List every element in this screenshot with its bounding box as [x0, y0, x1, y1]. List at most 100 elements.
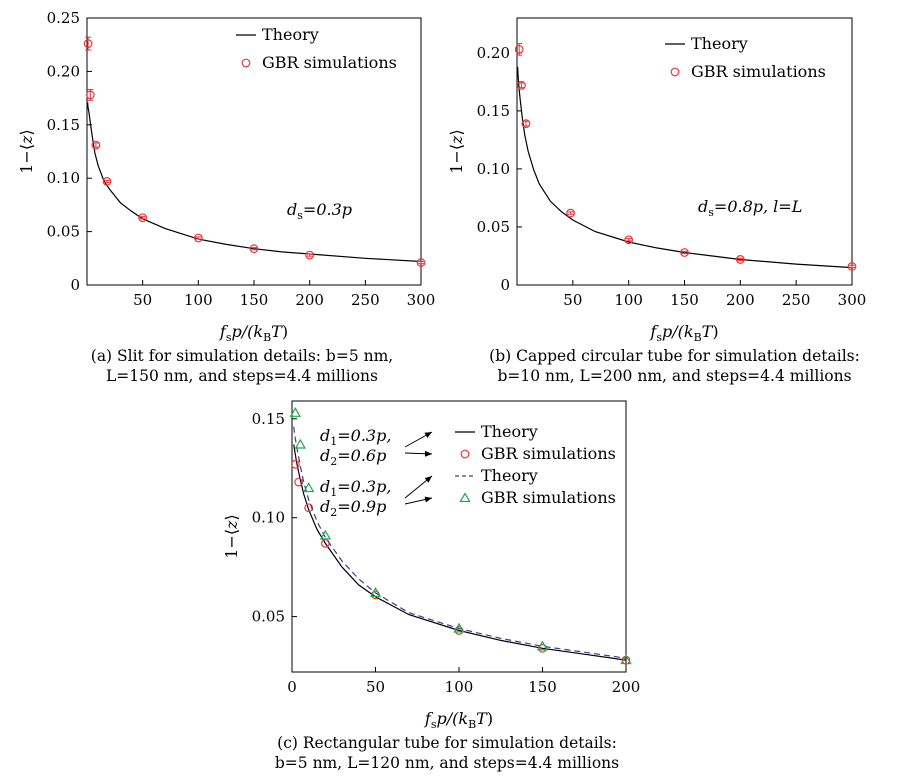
data-point — [102, 177, 112, 186]
data-point — [680, 248, 689, 257]
x-tick-label: 50 — [133, 291, 152, 309]
caption-line: (a) Slit for simulation details: b=5 nm, — [91, 347, 393, 365]
data-point — [305, 250, 315, 260]
data-point — [289, 407, 301, 417]
series-line — [517, 66, 853, 269]
annotation: ds=0.8p, l=L — [698, 197, 802, 219]
x-tick-label: 250 — [782, 291, 811, 309]
data-point — [416, 258, 426, 267]
data-point — [847, 262, 857, 271]
series-3 — [289, 407, 632, 665]
x-axis-label: fsp/(kBT) — [219, 322, 288, 344]
series-2 — [293, 426, 627, 659]
x-axis-label: fsp/(kBT) — [424, 709, 493, 731]
legend-label: Theory — [691, 34, 748, 53]
caption-line: b=10 nm, L=200 nm, and steps=4.4 million… — [497, 367, 851, 385]
data-point — [453, 622, 465, 633]
annotation-line: d2=0.9p — [320, 497, 386, 519]
annotation: ds=0.3p — [287, 200, 352, 222]
series-0 — [293, 444, 627, 661]
series-line — [293, 426, 627, 659]
y-tick-label: 0.05 — [252, 608, 285, 626]
data-point — [536, 640, 549, 651]
caption-line: L=150 nm, and steps=4.4 millions — [106, 367, 378, 385]
legend-label: Theory — [262, 25, 319, 44]
y-axis-label: 1−⟨z⟩ — [447, 129, 466, 174]
x-tick-label: 200 — [612, 678, 641, 696]
y-tick-label: 0.10 — [47, 169, 80, 187]
legend-swatch — [241, 58, 251, 68]
legend-swatch — [670, 67, 680, 77]
chart-c: 0 50 100 150 200 0.05 0.10 0.15 fsp/(kBT) 1−⟨z⟩ Th… — [222, 400, 641, 772]
x-tick-label: 50 — [563, 291, 582, 309]
y-tick-label: 0.20 — [477, 44, 510, 62]
y-tick-label: 0.15 — [252, 410, 285, 428]
x-tick-label: 200 — [295, 291, 324, 309]
annotation-line: d1=0.3p, — [320, 426, 391, 448]
x-tick-label: 150 — [528, 678, 557, 696]
x-tick-label: 150 — [240, 291, 269, 309]
x-tick-label: 100 — [445, 678, 474, 696]
series-1 — [83, 36, 426, 267]
x-axis-label: fsp/(kBT) — [649, 322, 718, 344]
legend-label: GBR simulations — [262, 53, 397, 72]
data-point — [303, 482, 315, 493]
data-point — [514, 44, 524, 54]
x-tick-label: 50 — [366, 678, 385, 696]
caption-line: b=5 nm, L=120 nm, and steps=4.4 millions — [275, 754, 619, 772]
y-tick-label: 0.05 — [47, 223, 80, 241]
data-point — [304, 503, 314, 513]
x-tick-label: 300 — [838, 291, 867, 309]
y-tick-label: 0.15 — [477, 102, 510, 120]
legend: Theory GBR simulations Theory GBR simulatio… — [455, 422, 616, 507]
y-axis-label: 1−⟨z⟩ — [222, 514, 241, 559]
series-1 — [514, 43, 857, 271]
data-point — [624, 235, 634, 245]
x-tick-label: 100 — [614, 291, 643, 309]
annotation-line: d2=0.6p — [320, 446, 386, 468]
legend-label: GBR simulations — [481, 488, 616, 507]
data-point — [249, 244, 259, 254]
data-point — [83, 39, 93, 49]
y-tick-label: 0 — [70, 276, 80, 294]
x-tick-label: 300 — [407, 291, 436, 309]
data-point — [290, 459, 300, 469]
legend: Theory GBR simulations — [236, 25, 397, 72]
y-tick-label: 0.05 — [477, 218, 510, 236]
data-point — [294, 438, 306, 449]
data-point — [620, 654, 632, 665]
legend-label: GBR simulations — [481, 444, 616, 463]
series-line — [87, 102, 422, 263]
legend-label: GBR simulations — [691, 62, 826, 81]
y-tick-label: 0.10 — [477, 160, 510, 178]
y-tick-label: 0.20 — [47, 62, 80, 80]
x-tick-label: 0 — [287, 678, 297, 696]
y-tick-label: 0 — [500, 276, 510, 294]
series-0 — [517, 66, 853, 269]
legend-swatch — [459, 492, 471, 503]
series-line — [293, 444, 627, 661]
data-point — [735, 255, 745, 264]
y-axis-label: 1−⟨z⟩ — [17, 129, 36, 174]
legend-label: Theory — [481, 466, 538, 485]
caption-line: (b) Capped circular tube for simulation … — [489, 347, 860, 365]
data-point — [294, 477, 304, 487]
chart-b: 50 100 150 200 250 300 0 0.05 0.10 0.15 0.20 fsp/(k… — [447, 17, 867, 385]
data-point — [517, 80, 526, 90]
annotation-arrow — [404, 496, 433, 505]
data-point — [369, 587, 382, 597]
x-tick-label: 150 — [670, 291, 699, 309]
x-tick-label: 250 — [351, 291, 380, 309]
chart-a: 50 100 150 200 250 300 0 0.05 0.10 0.15 0.20 0.25 fs… — [17, 9, 435, 385]
legend-label: Theory — [481, 422, 538, 441]
data-point — [521, 119, 531, 129]
x-tick-label: 200 — [726, 291, 755, 309]
annotation-line: d1=0.3p, — [320, 477, 391, 499]
data-point — [566, 208, 575, 218]
data-point — [193, 233, 203, 243]
data-point — [319, 529, 332, 540]
x-tick-label: 100 — [184, 291, 213, 309]
legend: Theory GBR simulations — [665, 34, 826, 81]
